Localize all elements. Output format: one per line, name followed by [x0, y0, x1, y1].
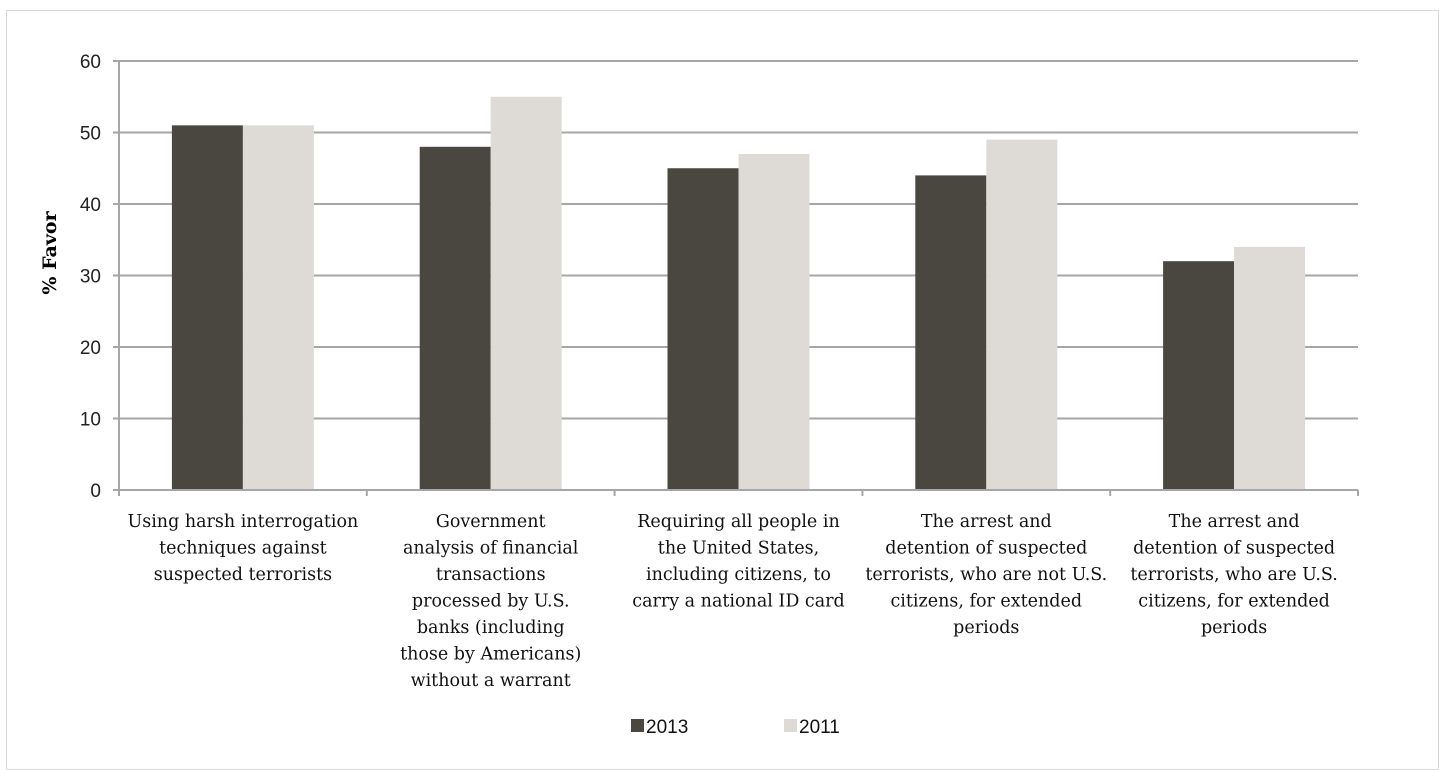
x-category-label-line: periods	[1201, 618, 1267, 638]
x-category-label-line: terrorists, who are not U.S.	[865, 565, 1107, 585]
y-axis-label: % Favor	[39, 210, 61, 294]
x-category-label-line: the United States,	[658, 539, 819, 559]
x-category-label-line: processed by U.S.	[412, 592, 570, 612]
x-category-label-line: suspected terrorists	[154, 565, 332, 585]
x-category-label-line: carry a national ID card	[632, 592, 844, 612]
x-category-label-line: banks (including	[417, 618, 565, 638]
y-tick-label: 0	[90, 481, 101, 502]
bar-2011-4	[986, 139, 1058, 490]
x-category-label-line: techniques against	[159, 539, 327, 559]
bars	[171, 96, 1306, 491]
y-tick-label: 40	[80, 195, 101, 216]
legend-label-2011: 2011	[799, 717, 840, 738]
x-category-label-line: Requiring all people in	[637, 512, 839, 532]
x-category-label: Using harsh interrogation techniques agai…	[127, 512, 358, 585]
x-category-label: Government analysis of financial transacti…	[400, 512, 581, 691]
bar-2011-5	[1234, 246, 1306, 490]
x-category-label-line: The arrest and	[1169, 512, 1300, 532]
legend-swatch-2011	[784, 719, 797, 732]
y-tick-label: 30	[80, 267, 101, 288]
legend: 2013 2011	[631, 717, 840, 738]
bar-2013-5	[1163, 261, 1235, 490]
y-tick-label: 20	[80, 338, 101, 359]
x-category-label-line: detention of suspected	[1133, 539, 1335, 559]
bar-2011-2	[490, 96, 562, 490]
x-category-label-line: those by Americans)	[400, 645, 581, 665]
x-category-label-line: citizens, for extended	[891, 592, 1083, 612]
x-category-labels: Using harsh interrogation techniques agai…	[127, 512, 1337, 691]
x-category-label-line: citizens, for extended	[1138, 592, 1330, 612]
x-category-label-line: The arrest and	[921, 512, 1052, 532]
x-category-label-line: without a warrant	[411, 671, 571, 691]
x-category-label-line: Government	[436, 512, 546, 532]
bar-2013-2	[419, 146, 491, 491]
bar-2011-3	[738, 153, 810, 490]
x-category-label: The arrest and detention of suspected terr…	[865, 512, 1107, 638]
bar-2013-3	[667, 168, 739, 490]
bar-2011-1	[242, 125, 314, 490]
bar-2013-1	[171, 125, 243, 490]
y-tick-label: 50	[80, 124, 101, 145]
y-tick-labels: 0 10 20 30 40 50 60	[80, 52, 101, 502]
x-category-label-line: including citizens, to	[646, 565, 831, 585]
x-category-label: The arrest and detention of suspected terr…	[1130, 512, 1337, 638]
x-category-label-line: terrorists, who are U.S.	[1130, 565, 1337, 585]
x-category-label-line: periods	[953, 618, 1019, 638]
y-tick-label: 60	[80, 52, 101, 73]
x-category-label-line: detention of suspected	[885, 539, 1087, 559]
legend-swatch-2013	[631, 719, 644, 732]
x-category-label: Requiring all people in the United States…	[632, 512, 844, 612]
x-category-label-line: analysis of financial	[403, 539, 579, 559]
x-category-label-line: Using harsh interrogation	[127, 512, 358, 532]
x-category-label-line: transactions	[436, 565, 546, 585]
axes	[118, 61, 1359, 496]
y-tick-label: 10	[80, 410, 101, 431]
legend-label-2013: 2013	[646, 717, 688, 738]
bar-2013-4	[915, 175, 987, 490]
